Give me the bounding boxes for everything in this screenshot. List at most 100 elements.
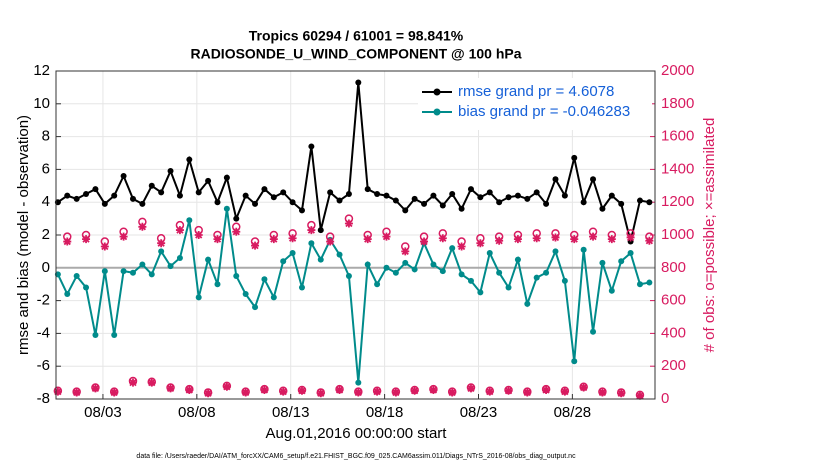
y2-tick-label: 600 <box>661 292 686 309</box>
point <box>570 235 579 244</box>
point <box>252 200 259 207</box>
point <box>355 379 362 386</box>
y-axis-label: rmse and bias (model - observation) <box>15 115 32 355</box>
point <box>571 154 578 161</box>
point <box>401 247 410 256</box>
point <box>232 227 241 236</box>
point <box>618 200 625 207</box>
point <box>167 263 174 270</box>
point <box>448 388 457 397</box>
point <box>63 237 72 246</box>
point <box>64 291 71 298</box>
point <box>176 254 183 261</box>
point <box>336 197 343 204</box>
point <box>110 388 119 397</box>
point <box>543 200 550 207</box>
y2-tick-label: 0 <box>661 390 669 407</box>
point <box>467 277 474 284</box>
point <box>580 199 587 206</box>
point <box>560 387 569 396</box>
point <box>148 271 155 278</box>
point <box>561 192 568 199</box>
point <box>477 289 484 296</box>
point <box>101 268 108 275</box>
point <box>83 284 90 291</box>
point <box>72 388 81 397</box>
y-tick-label: 4 <box>42 193 50 210</box>
legend-marker <box>433 88 441 96</box>
point <box>439 268 446 275</box>
point <box>486 250 493 257</box>
point <box>213 235 222 244</box>
point <box>589 232 598 241</box>
point <box>599 205 606 212</box>
point <box>335 385 344 394</box>
point <box>185 385 194 394</box>
series-line <box>56 208 650 383</box>
point <box>158 248 165 255</box>
point <box>326 237 335 246</box>
point <box>139 200 146 207</box>
point <box>298 284 305 291</box>
point <box>524 195 531 202</box>
point <box>308 240 315 247</box>
point <box>608 192 615 199</box>
point <box>157 239 166 248</box>
point <box>636 197 643 204</box>
point <box>533 274 540 281</box>
point <box>533 189 540 196</box>
point <box>336 251 343 258</box>
point <box>467 186 474 193</box>
point <box>364 261 371 268</box>
point <box>317 256 324 263</box>
point <box>618 258 625 265</box>
point <box>128 378 137 387</box>
point <box>392 197 399 204</box>
legend-box <box>418 78 652 130</box>
chart-title: Tropics 60294 / 61001 = 98.841% <box>249 28 464 44</box>
point <box>260 385 269 394</box>
point <box>223 174 230 181</box>
point <box>222 382 231 391</box>
point <box>64 192 71 199</box>
point <box>402 207 409 214</box>
point <box>139 261 146 268</box>
y2-tick-label: 2000 <box>661 62 694 79</box>
point <box>410 386 419 395</box>
y-tick-label: -4 <box>37 324 50 341</box>
point <box>158 189 165 196</box>
point <box>505 194 512 201</box>
point <box>289 250 296 257</box>
point <box>552 248 559 255</box>
point <box>73 273 80 279</box>
point <box>205 256 212 263</box>
point <box>195 189 202 196</box>
point <box>186 156 193 163</box>
point <box>571 358 578 365</box>
point <box>92 186 99 193</box>
point <box>513 235 522 244</box>
point <box>645 236 654 245</box>
point <box>374 191 381 197</box>
point <box>53 387 62 396</box>
point <box>355 79 362 86</box>
point <box>580 246 587 253</box>
point <box>430 261 437 268</box>
point <box>280 258 287 265</box>
point <box>514 256 521 263</box>
series-line <box>57 82 650 242</box>
point <box>317 227 324 234</box>
point <box>316 389 325 398</box>
point <box>524 300 531 307</box>
legend-label: rmse grand pr = 4.6078 <box>458 83 614 100</box>
point <box>280 189 287 196</box>
point <box>308 143 315 150</box>
point <box>279 387 288 396</box>
y-tick-label: 8 <box>42 128 50 145</box>
point <box>598 388 607 397</box>
point <box>214 281 221 288</box>
point <box>241 388 250 397</box>
y2-tick-label: 1800 <box>661 95 694 112</box>
point <box>599 259 606 266</box>
